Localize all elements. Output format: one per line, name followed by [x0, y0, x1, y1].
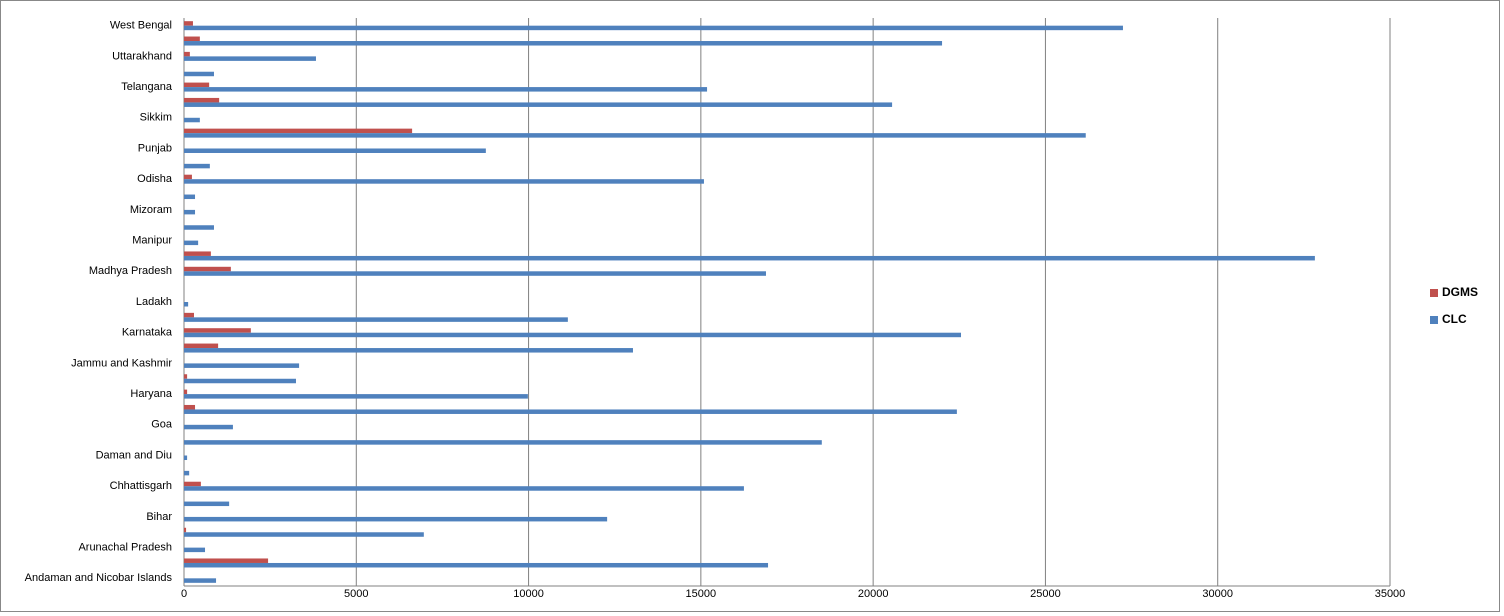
bar	[184, 317, 568, 322]
bar	[184, 363, 300, 368]
bar	[184, 117, 200, 123]
y-tick-label: Karnataka	[122, 327, 173, 339]
bar	[184, 424, 233, 430]
x-tick-label: 20000	[858, 588, 889, 600]
bar	[184, 332, 962, 338]
bar	[184, 374, 188, 379]
bar	[184, 97, 220, 103]
y-tick-label: Mizoram	[130, 204, 172, 216]
y-tick-label: West Bengal	[110, 20, 172, 32]
bar	[184, 527, 187, 533]
bar	[184, 532, 424, 537]
bar	[184, 501, 230, 507]
bar	[184, 51, 190, 57]
bar	[184, 348, 633, 353]
bar	[184, 409, 957, 414]
y-tick-label: Madhya Pradesh	[89, 265, 172, 277]
x-tick-label: 30000	[1202, 588, 1233, 600]
legend-label: CLC	[1442, 312, 1467, 326]
bar	[184, 194, 196, 200]
bar	[184, 251, 211, 256]
legend: DGMS CLC	[1430, 285, 1478, 326]
y-tick-label: Chhattisgarh	[110, 480, 172, 492]
bar	[184, 389, 188, 395]
bar	[184, 82, 210, 88]
bar	[184, 148, 486, 153]
y-tick-label: Telangana	[121, 81, 173, 93]
bar	[184, 240, 199, 246]
bar	[184, 455, 188, 461]
bar	[184, 378, 296, 384]
y-tick-label: Punjab	[138, 142, 172, 154]
y-tick-label: Haryana	[130, 388, 172, 400]
bar	[184, 102, 893, 107]
bar	[184, 547, 206, 553]
bar	[184, 25, 1123, 31]
y-tick-label: Daman and Diu	[96, 449, 172, 461]
y-tick-label: Ladakh	[136, 296, 172, 308]
bar	[184, 562, 769, 568]
y-tick-label: Arunachal Pradesh	[78, 542, 172, 554]
bar	[184, 266, 231, 272]
bar	[184, 179, 704, 184]
bar	[184, 328, 251, 333]
y-tick-label: Jammu and Kashmir	[71, 357, 172, 369]
legend-swatch	[1430, 316, 1438, 324]
y-tick-label: Odisha	[137, 173, 173, 185]
y-tick-label: Bihar	[146, 511, 172, 523]
bar	[184, 312, 194, 318]
bar	[184, 486, 744, 491]
bar	[184, 56, 316, 61]
y-tick-label: Uttarakhand	[112, 50, 172, 62]
bar	[184, 128, 413, 134]
legend-swatch	[1430, 289, 1438, 297]
bar	[184, 343, 219, 349]
x-tick-label: 5000	[344, 588, 368, 600]
bar	[184, 87, 708, 92]
bar	[184, 271, 766, 276]
bar	[184, 255, 1315, 261]
bar	[184, 516, 608, 522]
y-tick-label: Manipur	[132, 235, 172, 247]
y-tick-label: Sikkim	[140, 112, 172, 124]
x-tick-label: 25000	[1030, 588, 1061, 600]
bar	[184, 470, 190, 476]
bar	[184, 558, 269, 563]
bar	[184, 440, 822, 445]
bar	[184, 41, 943, 46]
bar	[184, 163, 210, 169]
bar	[184, 302, 189, 307]
y-tick-label: Goa	[151, 419, 173, 431]
x-tick-label: 35000	[1375, 588, 1406, 600]
x-tick-label: 10000	[513, 588, 544, 600]
bar	[184, 36, 200, 42]
bar	[184, 174, 192, 180]
bar	[184, 404, 196, 410]
bar	[184, 225, 214, 230]
bar	[184, 481, 201, 487]
bar	[184, 209, 196, 215]
bar	[184, 71, 214, 77]
bar	[184, 133, 1086, 138]
y-tick-label: Andaman and Nicobar Islands	[25, 572, 173, 584]
x-tick-label: 15000	[686, 588, 717, 600]
bar	[184, 21, 193, 26]
bar	[184, 394, 528, 399]
legend-label: DGMS	[1442, 285, 1478, 299]
bar	[184, 578, 217, 583]
x-tick-label: 0	[181, 588, 187, 600]
